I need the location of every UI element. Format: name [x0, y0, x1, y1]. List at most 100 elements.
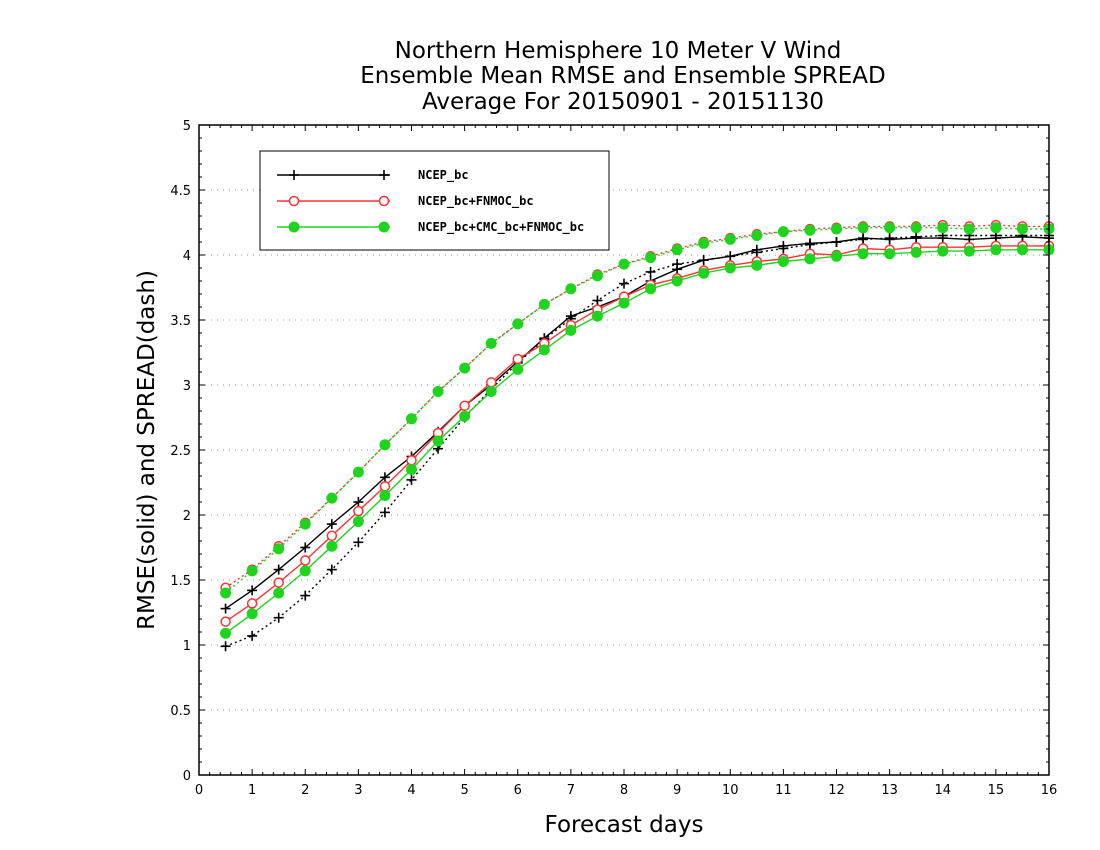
rmse-point-ncep-bc-cmc-bc-fnmoc-bc [937, 245, 949, 257]
y-tick-label: 4 [183, 249, 191, 264]
spread-point-ncep-bc-cmc-bc-fnmoc-bc [326, 492, 338, 504]
chart-title-line-3: Average For 20150901 - 20151130 [422, 89, 824, 115]
legend-marker-right-ncep-bc [379, 170, 389, 180]
rmse-point-ncep-bc-cmc-bc-fnmoc-bc [352, 516, 364, 527]
x-tick-label: 16 [1041, 783, 1058, 798]
spread-line-ncep-bc-cmc-bc-fnmoc-bc [225, 226, 1049, 594]
rmse-point-ncep-bc-cmc-bc-fnmoc-bc [565, 324, 577, 336]
rmse-point-ncep-bc-cmc-bc-fnmoc-bc [751, 259, 763, 271]
rmse-point-ncep-bc [751, 244, 762, 255]
x-tick-label: 1 [248, 783, 256, 798]
rmse-point-ncep-bc [884, 234, 895, 245]
spread-point-ncep-bc [619, 278, 629, 289]
spread-point-ncep-bc-cmc-bc-fnmoc-bc [884, 222, 896, 234]
rmse-point-ncep-bc-cmc-bc-fnmoc-bc [884, 248, 896, 260]
spread-point-ncep-bc-cmc-bc-fnmoc-bc [804, 224, 816, 236]
rmse-point-ncep-bc-cmc-bc-fnmoc-bc [831, 250, 842, 262]
grid-lines [199, 189, 1049, 711]
legend-label-ncep-bc-fnmoc-bc: NCEP_bc+FNMOC_bc [418, 194, 534, 209]
legend-entry-ncep-bc: NCEP_bc [277, 168, 469, 183]
spread-point-ncep-bc [326, 564, 337, 575]
rmse-point-ncep-bc-cmc-bc-fnmoc-bc [432, 435, 444, 447]
x-tick-label: 4 [407, 783, 415, 798]
spread-point-ncep-bc [247, 630, 258, 641]
x-tick-label: 7 [567, 783, 575, 798]
spread-point-ncep-bc [406, 474, 417, 485]
rmse-point-ncep-bc-cmc-bc-fnmoc-bc [777, 256, 789, 267]
rmse-point-ncep-bc [831, 237, 842, 247]
rmse-point-ncep-bc-fnmoc-bc [246, 598, 258, 609]
rmse-point-ncep-bc-fnmoc-bc [220, 616, 231, 627]
rmse-point-ncep-bc [353, 497, 364, 507]
rmse-point-ncep-bc-cmc-bc-fnmoc-bc [273, 587, 285, 599]
series-layer [220, 219, 1055, 652]
rmse-point-ncep-bc-fnmoc-bc [326, 530, 338, 542]
rmse-point-ncep-bc [725, 251, 736, 262]
rmse-point-ncep-bc [672, 264, 683, 275]
rmse-point-ncep-bc [698, 255, 709, 266]
y-tick-label: 0.5 [170, 704, 191, 719]
legend-entry-ncep-bc-fnmoc-bc: NCEP_bc+FNMOC_bc [277, 194, 534, 209]
x-tick-label: 3 [354, 783, 362, 798]
x-tick-label: 6 [514, 783, 522, 798]
spread-point-ncep-bc-cmc-bc-fnmoc-bc [299, 518, 311, 530]
spread-point-ncep-bc-cmc-bc-fnmoc-bc [857, 222, 869, 234]
spread-point-ncep-bc [220, 641, 231, 652]
spread-point-ncep-bc-cmc-bc-fnmoc-bc [963, 223, 975, 235]
y-tick-label: 3 [183, 379, 191, 394]
spread-point-ncep-bc [379, 507, 390, 518]
x-tick-label: 5 [460, 783, 468, 798]
spread-point-ncep-bc-cmc-bc-fnmoc-bc [618, 258, 630, 270]
spread-point-ncep-bc-cmc-bc-fnmoc-bc [485, 337, 497, 349]
spread-point-ncep-bc-cmc-bc-fnmoc-bc [379, 439, 391, 451]
rmse-point-ncep-bc [858, 233, 869, 244]
rmse-point-ncep-bc-fnmoc-bc [379, 481, 391, 492]
rmse-point-ncep-bc-cmc-bc-fnmoc-bc [512, 363, 524, 375]
rmse-line-ncep-bc-cmc-bc-fnmoc-bc [225, 249, 1049, 634]
rmse-point-ncep-bc [247, 585, 258, 596]
rmse-point-ncep-bc-fnmoc-bc [273, 577, 284, 588]
rmse-point-ncep-bc-fnmoc-bc [300, 555, 311, 566]
rmse-point-ncep-bc-cmc-bc-fnmoc-bc [857, 248, 869, 260]
spread-line-ncep-bc [225, 234, 1049, 647]
rmse-point-ncep-bc [326, 519, 337, 530]
legend-entry-ncep-bc-cmc-bc-fnmoc-bc: NCEP_bc+CMC_bc+FNMOC_bc [277, 220, 584, 235]
rmse-point-ncep-bc-cmc-bc-fnmoc-bc [299, 565, 311, 577]
rmse-point-ncep-bc-cmc-bc-fnmoc-bc [246, 608, 258, 620]
rmse-point-ncep-bc-cmc-bc-fnmoc-bc [990, 244, 1002, 256]
y-tick-label: 1 [183, 639, 191, 654]
legend-marker-left-ncep-bc [289, 170, 299, 180]
rmse-point-ncep-bc-cmc-bc-fnmoc-bc [1016, 244, 1028, 256]
spread-point-ncep-bc-cmc-bc-fnmoc-bc [273, 543, 285, 555]
rmse-point-ncep-bc [911, 233, 922, 244]
legend-label-ncep-bc: NCEP_bc [418, 168, 469, 183]
spread-point-ncep-bc-cmc-bc-fnmoc-bc [538, 298, 550, 310]
x-tick-label: 0 [195, 783, 203, 798]
x-tick-label: 14 [934, 783, 951, 798]
x-tick-label: 12 [828, 783, 845, 798]
spread-point-ncep-bc [300, 590, 311, 601]
legend-marker-left-ncep-bc-fnmoc-bc [288, 195, 300, 207]
x-axis-label: Forecast days [545, 812, 704, 838]
legend-marker-right-ncep-bc-fnmoc-bc [378, 195, 390, 207]
rmse-point-ncep-bc [565, 311, 576, 322]
spread-point-ncep-bc-cmc-bc-fnmoc-bc [698, 237, 710, 249]
spread-point-ncep-bc-cmc-bc-fnmoc-bc [990, 222, 1002, 234]
spread-point-ncep-bc-cmc-bc-fnmoc-bc [459, 362, 471, 374]
series-ncep-bc-fnmoc-bc [220, 219, 1055, 627]
rmse-point-ncep-bc-cmc-bc-fnmoc-bc [591, 310, 603, 322]
series-ncep-bc [220, 230, 1054, 652]
rmse-point-ncep-bc-fnmoc-bc [353, 505, 364, 517]
chart-title: Northern Hemisphere 10 Meter V Wind Ense… [360, 38, 885, 115]
y-tick-label: 1.5 [170, 574, 191, 589]
spread-point-ncep-bc-cmc-bc-fnmoc-bc [406, 413, 417, 425]
y-axis-label: RMSE(solid) and SPREAD(dash) [134, 270, 160, 630]
rmse-point-ncep-bc-cmc-bc-fnmoc-bc [379, 490, 391, 501]
spread-point-ncep-bc-cmc-bc-fnmoc-bc [352, 466, 364, 478]
spread-line-ncep-bc-fnmoc-bc [225, 224, 1049, 589]
rmse-point-ncep-bc-fnmoc-bc [459, 400, 470, 412]
spread-point-ncep-bc-cmc-bc-fnmoc-bc [724, 233, 736, 245]
y-tick-label: 4.5 [170, 184, 191, 199]
x-tick-label: 2 [301, 783, 309, 798]
